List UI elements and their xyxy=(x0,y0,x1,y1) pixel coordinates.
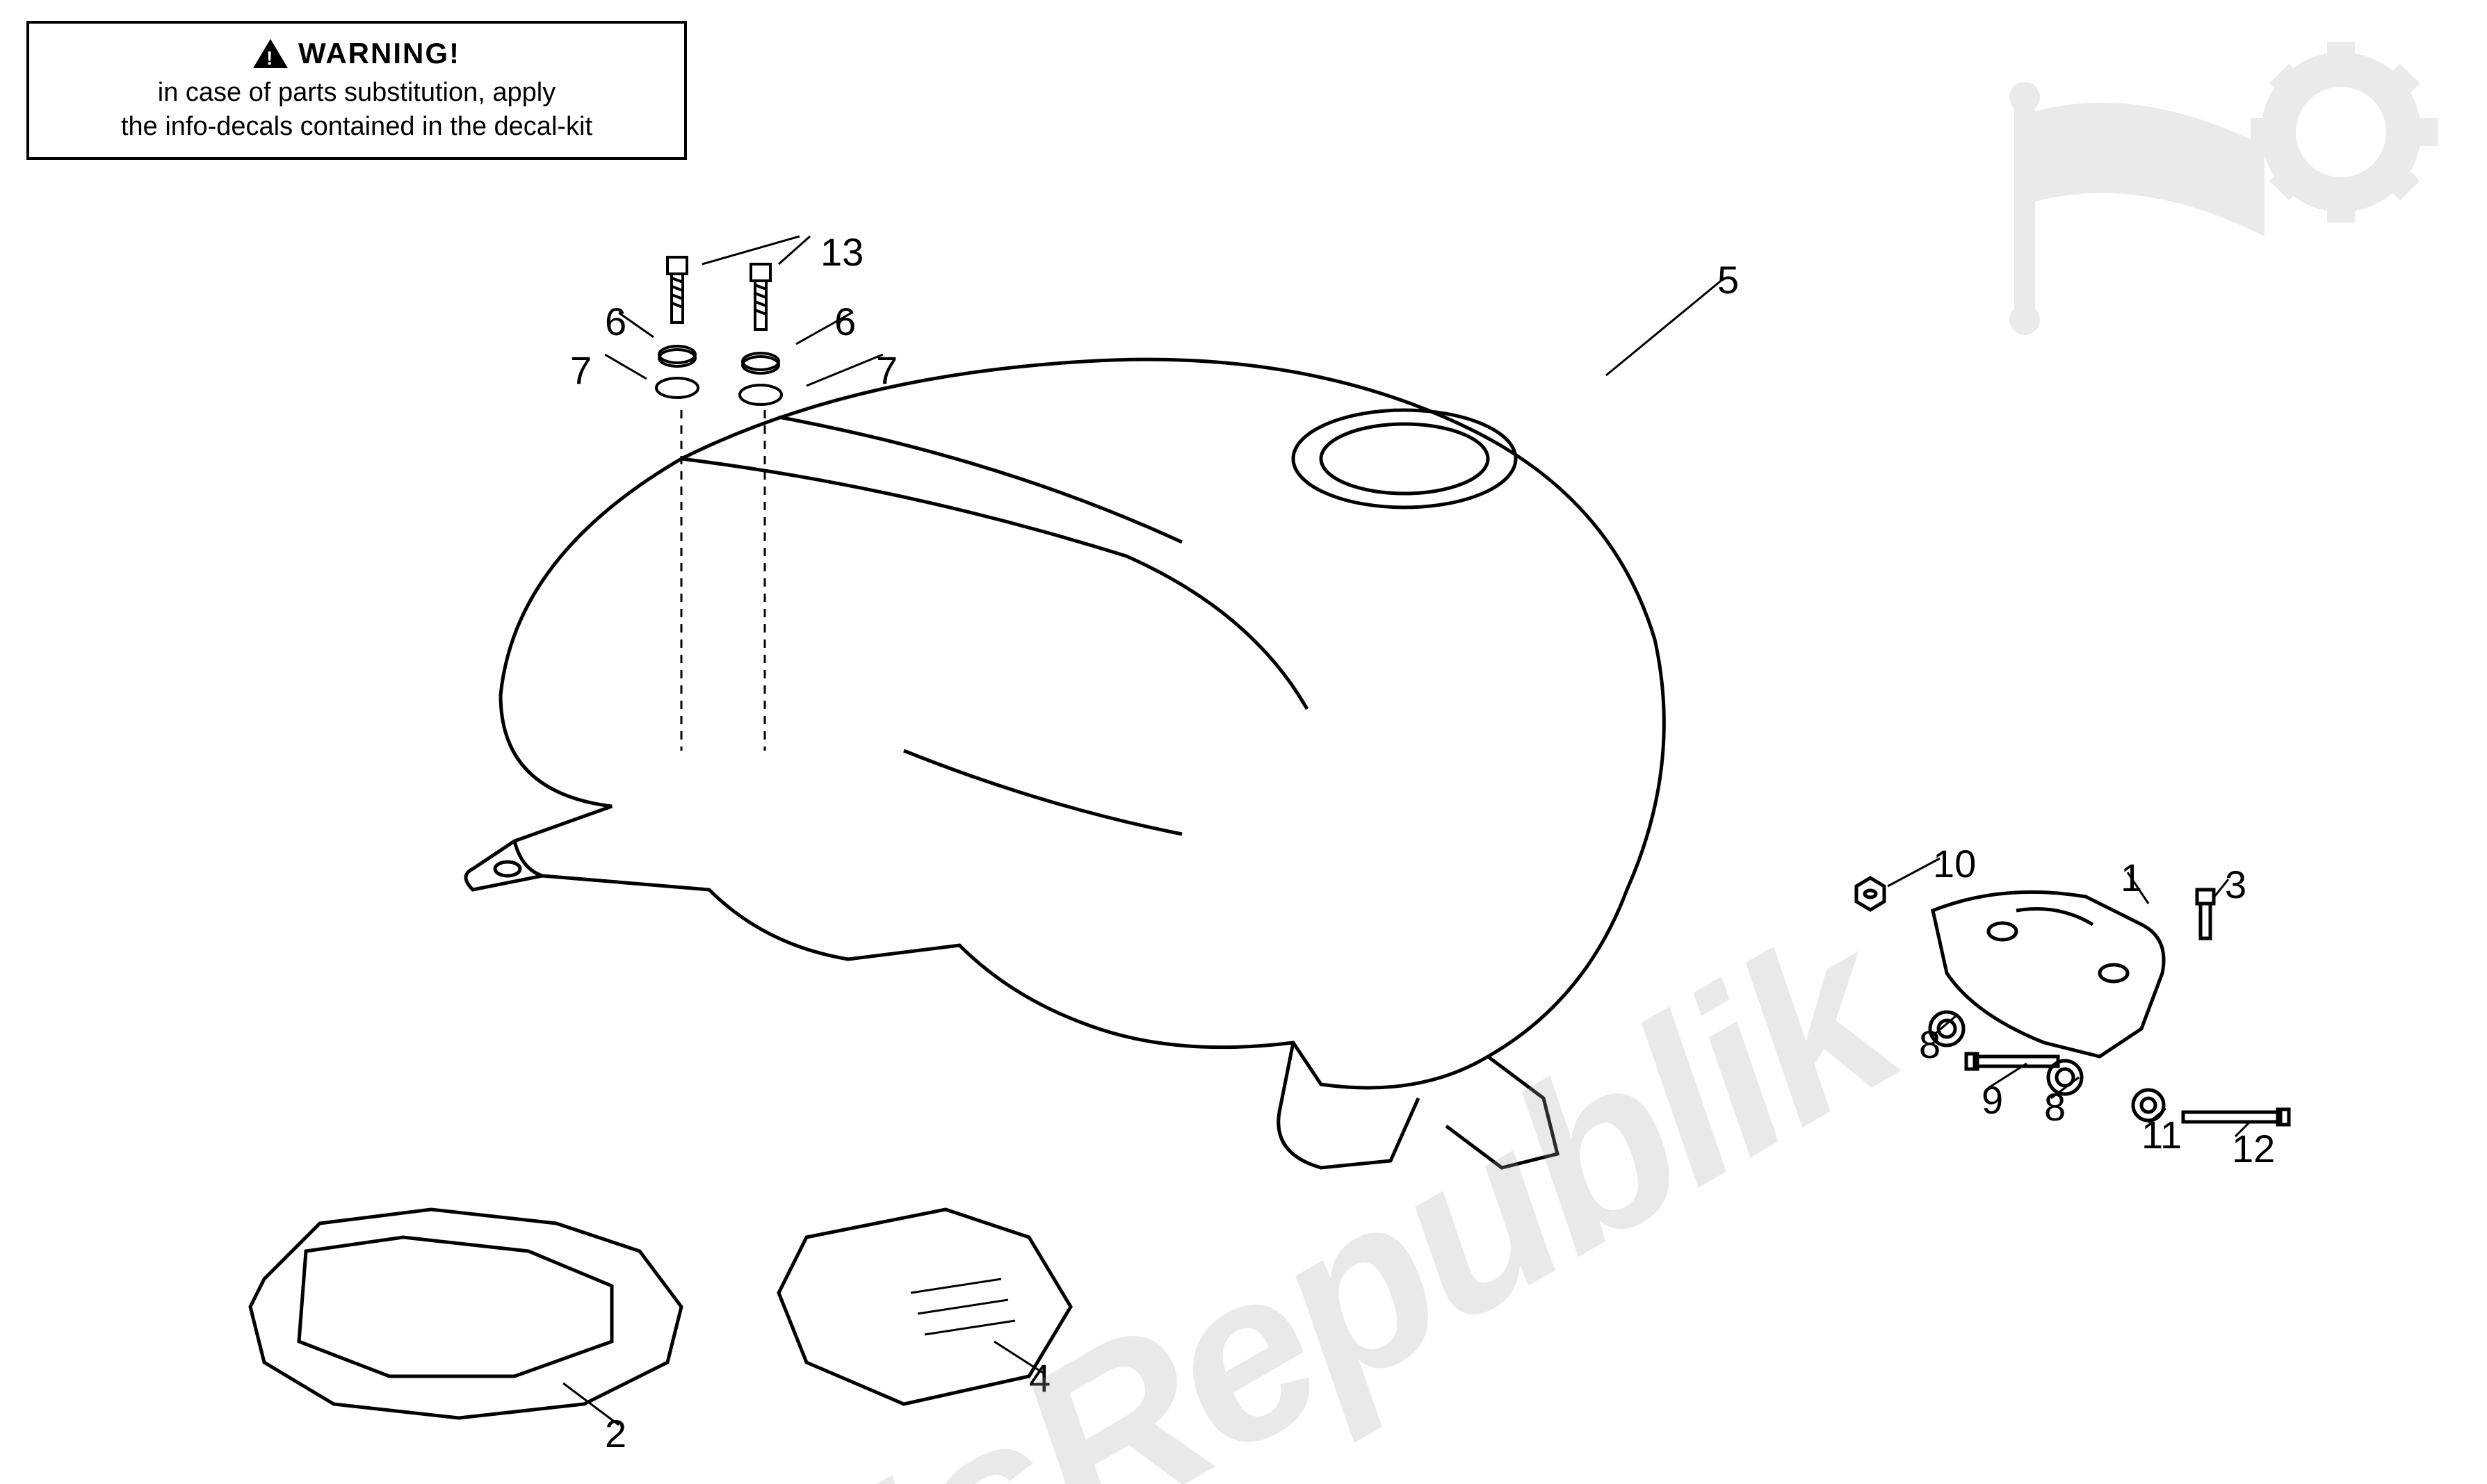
callout-6b: 6 xyxy=(834,299,856,344)
leader-5 xyxy=(1585,264,1794,403)
callout-5: 5 xyxy=(1717,257,1739,302)
callout-10: 10 xyxy=(1933,841,1976,886)
callout-2: 2 xyxy=(605,1411,626,1456)
leader-lines-top xyxy=(605,229,918,403)
callout-7b: 7 xyxy=(876,348,898,393)
callout-8a: 8 xyxy=(1919,1022,1941,1067)
logo-watermark-icon xyxy=(2000,28,2452,341)
callout-1: 1 xyxy=(2121,855,2142,900)
callout-8b: 8 xyxy=(2044,1084,2066,1130)
diagram-canvas: 1 2 3 4 5 6 6 7 7 8 8 9 10 11 12 13 Part… xyxy=(0,0,2487,1484)
callout-4: 4 xyxy=(1029,1355,1051,1401)
callout-11: 11 xyxy=(2141,1112,2182,1157)
callout-13: 13 xyxy=(820,229,864,275)
callout-7a: 7 xyxy=(570,348,592,393)
callout-9: 9 xyxy=(1982,1077,2003,1123)
callout-6a: 6 xyxy=(605,299,626,344)
callout-12: 12 xyxy=(2232,1126,2275,1171)
callout-3: 3 xyxy=(2225,862,2246,907)
